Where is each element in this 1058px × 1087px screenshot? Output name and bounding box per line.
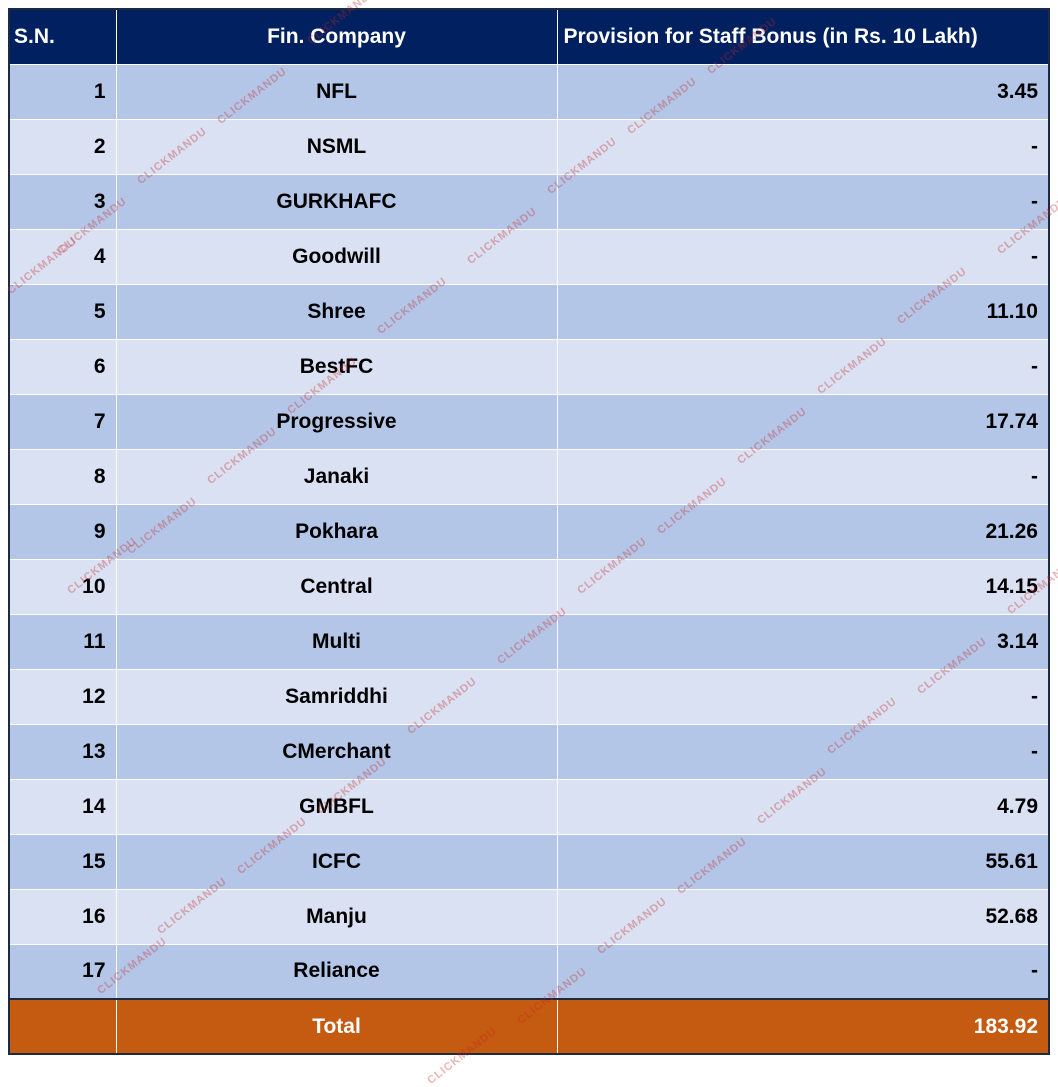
table-cell: 14.15 (556, 558, 1050, 615)
table-cell: - (556, 338, 1050, 395)
table-cell: - (556, 118, 1050, 175)
total-row: Total 183.92 (8, 998, 1050, 1055)
table-cell: Goodwill (115, 228, 558, 285)
header-row: S.N. Fin. Company Provision for Staff Bo… (8, 8, 1050, 65)
table-row: 3 GURKHAFC - (8, 173, 1050, 230)
total-label: Total (115, 998, 558, 1055)
table-row: 9 Pokhara 21.26 (8, 503, 1050, 560)
table-row: 8 Janaki - (8, 448, 1050, 505)
table-cell: Multi (115, 613, 558, 670)
table-cell: 3.14 (556, 613, 1050, 670)
table-cell: NSML (115, 118, 558, 175)
table-body: 1 NFL 3.45 2 NSML -3 GURKHAFC -4 Goodwill -5 Shree… (8, 63, 1050, 1055)
table-row: 11 Multi 3.14 (8, 613, 1050, 670)
table-cell: Manju (115, 888, 558, 945)
table-cell: Samriddhi (115, 668, 558, 725)
table-cell: 11 (8, 613, 117, 670)
bonus-table: S.N. Fin. Company Provision for Staff Bo… (8, 8, 1050, 1055)
table-cell: ICFC (115, 833, 558, 890)
table-cell: 4 (8, 228, 117, 285)
table-row: 1 NFL 3.45 (8, 63, 1050, 120)
table-cell: 16 (8, 888, 117, 945)
table-cell: 5 (8, 283, 117, 340)
table-cell: 11.10 (556, 283, 1050, 340)
table-cell: GMBFL (115, 778, 558, 835)
header-cell: Fin. Company (115, 8, 558, 65)
table-row: 7 Progressive 17.74 (8, 393, 1050, 450)
table-cell: Pokhara (115, 503, 558, 560)
table-row: 2 NSML - (8, 118, 1050, 175)
table-cell: - (556, 228, 1050, 285)
table-cell: 2 (8, 118, 117, 175)
table-cell: 55.61 (556, 833, 1050, 890)
table-row: 16 Manju 52.68 (8, 888, 1050, 945)
table-row: 14 GMBFL 4.79 (8, 778, 1050, 835)
table-cell: 17.74 (556, 393, 1050, 450)
table-cell: 10 (8, 558, 117, 615)
table-cell: Reliance (115, 943, 558, 1000)
table-cell: 9 (8, 503, 117, 560)
table-cell: - (556, 448, 1050, 505)
table-cell: Shree (115, 283, 558, 340)
table-cell: 3 (8, 173, 117, 230)
total-value: 183.92 (556, 998, 1050, 1055)
table-row: 12 Samriddhi - (8, 668, 1050, 725)
table-cell: GURKHAFC (115, 173, 558, 230)
table-row: 13 CMerchant - (8, 723, 1050, 780)
table-cell: CMerchant (115, 723, 558, 780)
table-row: 6 BestFC - (8, 338, 1050, 395)
table-cell: 52.68 (556, 888, 1050, 945)
table-header: S.N. Fin. Company Provision for Staff Bo… (8, 8, 1050, 65)
header-cell: Provision for Staff Bonus (in Rs. 10 Lak… (556, 8, 1050, 65)
table-cell: 4.79 (556, 778, 1050, 835)
table-cell: - (556, 668, 1050, 725)
header-cell: S.N. (8, 8, 117, 65)
table-cell: Central (115, 558, 558, 615)
table-cell: - (556, 723, 1050, 780)
table-row: 10 Central 14.15 (8, 558, 1050, 615)
table-row: 5 Shree 11.10 (8, 283, 1050, 340)
table-row: 15 ICFC 55.61 (8, 833, 1050, 890)
table-cell: NFL (115, 63, 558, 120)
table-cell: 8 (8, 448, 117, 505)
table-cell: 14 (8, 778, 117, 835)
table-cell: 15 (8, 833, 117, 890)
table-cell: - (556, 943, 1050, 1000)
table-cell: - (556, 173, 1050, 230)
table-row: 4 Goodwill - (8, 228, 1050, 285)
table-cell: 12 (8, 668, 117, 725)
table-cell: 13 (8, 723, 117, 780)
table-cell: 3.45 (556, 63, 1050, 120)
table-cell: 21.26 (556, 503, 1050, 560)
table-cell: BestFC (115, 338, 558, 395)
table-cell: 1 (8, 63, 117, 120)
table-cell (8, 998, 117, 1055)
table-cell: 6 (8, 338, 117, 395)
table-cell: Janaki (115, 448, 558, 505)
table-row: 17 Reliance - (8, 943, 1050, 1000)
table-cell: 7 (8, 393, 117, 450)
table-cell: 17 (8, 943, 117, 1000)
table-cell: Progressive (115, 393, 558, 450)
